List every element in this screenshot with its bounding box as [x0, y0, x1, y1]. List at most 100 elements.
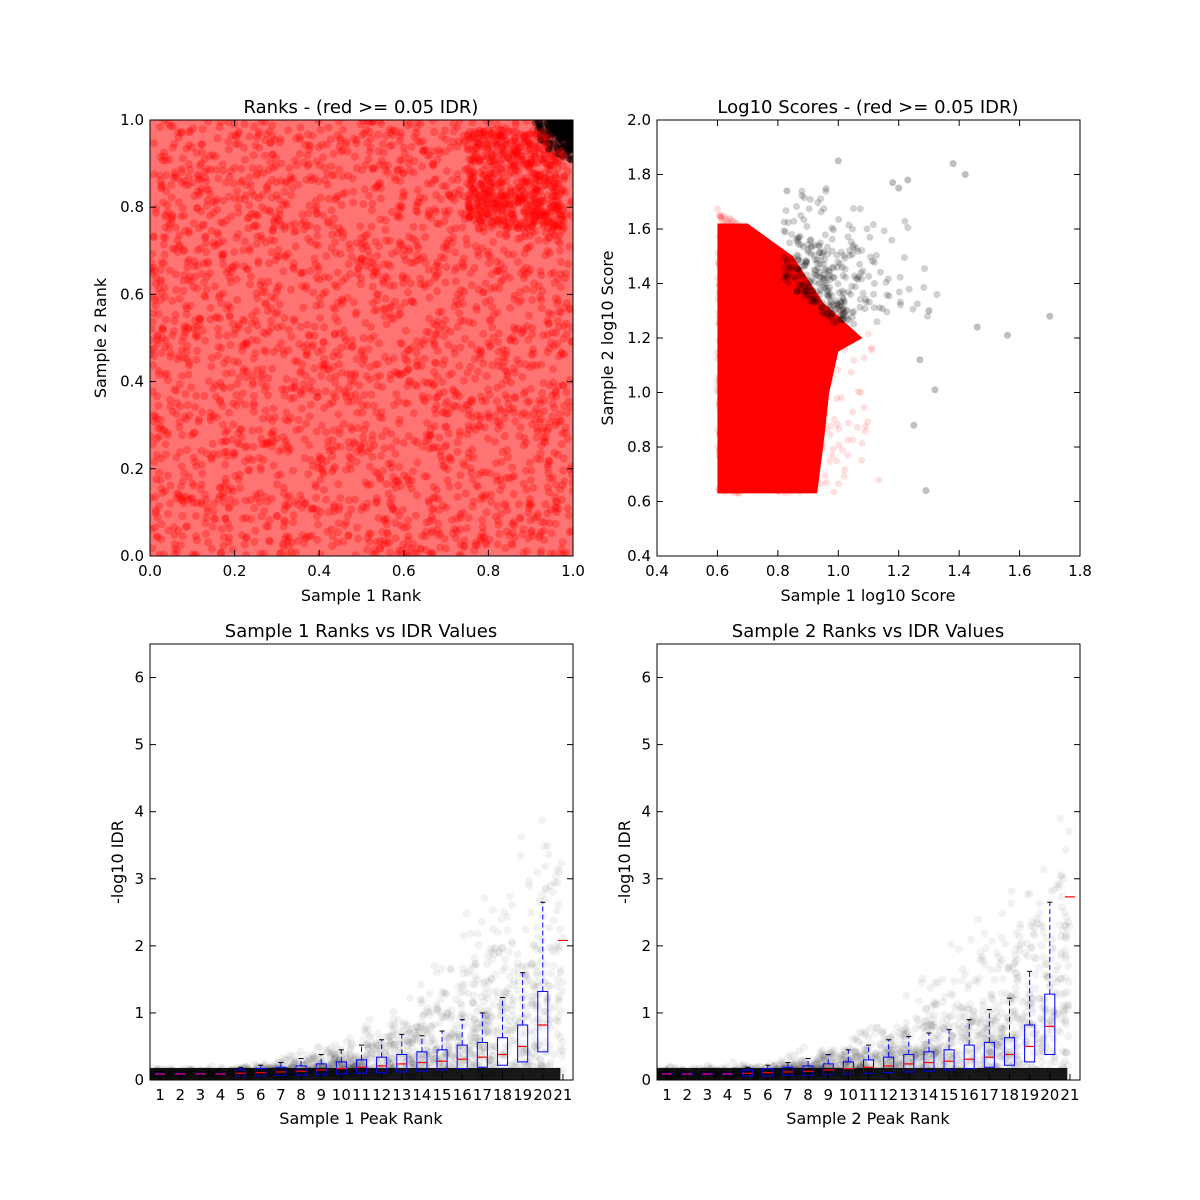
pass-point [295, 132, 304, 141]
pass-point [717, 416, 725, 424]
pass-point [358, 244, 367, 253]
pass-point [465, 135, 474, 144]
fail-point [812, 272, 820, 280]
pass-point [481, 279, 490, 288]
pass-point [747, 386, 755, 394]
pass-point [837, 307, 845, 315]
fail-point [820, 248, 828, 256]
fail-point [798, 287, 806, 295]
pass-point [227, 212, 236, 221]
pass-point [735, 483, 743, 491]
pass-point [245, 280, 254, 289]
pass-point [544, 320, 553, 329]
pass-point [491, 411, 500, 420]
fail-point [824, 274, 832, 282]
pass-point [158, 323, 167, 332]
fail-point [856, 295, 864, 303]
pass-point [747, 393, 755, 401]
pass-point [718, 326, 726, 334]
pass-point [182, 347, 191, 356]
pass-point [749, 394, 757, 402]
pass-point [498, 176, 507, 185]
pass-point [521, 466, 530, 475]
pass-point [441, 422, 450, 431]
pass-point [485, 180, 494, 189]
pass-point [194, 172, 203, 181]
pass-point [783, 294, 791, 302]
pass-point [226, 341, 235, 350]
pass-point [504, 128, 513, 137]
pass-point [330, 462, 339, 471]
pass-point [177, 128, 186, 137]
pass-point [768, 368, 776, 376]
pass-point [364, 155, 373, 164]
fail-point [827, 303, 835, 311]
pass-point [284, 325, 293, 334]
pass-point [736, 394, 744, 402]
pass-point [493, 217, 502, 226]
pass-point [363, 138, 372, 147]
pass-point [728, 390, 736, 398]
pass-point [744, 234, 752, 242]
pass-point [469, 497, 478, 506]
pass-point [399, 187, 408, 196]
pass-point [163, 200, 172, 209]
pass-point [808, 376, 816, 384]
pass-point [744, 337, 752, 345]
pass-point [469, 423, 478, 432]
pass-point [433, 287, 442, 296]
pass-point [319, 338, 328, 347]
pass-point [453, 402, 462, 411]
pass-point [740, 467, 748, 475]
pass-point [193, 332, 202, 341]
pass-point [176, 402, 185, 411]
pass-point [527, 207, 536, 216]
pass-point [433, 443, 442, 452]
pass-point [801, 330, 809, 338]
pass-point [198, 469, 207, 478]
fail-point [535, 120, 544, 127]
pass-point [428, 515, 437, 524]
pass-point [808, 372, 816, 380]
pass-point [792, 277, 800, 285]
pass-point [488, 198, 497, 207]
pass-point [410, 436, 419, 445]
pass-point [767, 298, 775, 306]
pass-point [313, 209, 322, 218]
pass-point [753, 257, 761, 265]
pass-point [246, 181, 255, 190]
pass-point [305, 221, 314, 230]
pass-point [528, 531, 537, 540]
pass-point [541, 228, 550, 237]
fail-point [819, 274, 827, 282]
pass-point [303, 162, 312, 171]
pass-point [551, 158, 560, 167]
pass-point [240, 364, 249, 373]
pass-point [377, 408, 386, 417]
fail-point [878, 305, 886, 313]
pass-point [781, 307, 789, 315]
pass-point [405, 346, 414, 355]
pass-point [474, 139, 483, 148]
pass-point [475, 349, 484, 358]
pass-point [568, 338, 573, 347]
pass-point [753, 333, 761, 341]
pass-point [512, 197, 521, 206]
pass-point [829, 356, 837, 364]
pass-point [440, 253, 449, 262]
fail-point [816, 260, 824, 268]
pass-point [722, 240, 730, 248]
pass-point [378, 414, 387, 423]
pass-point [304, 234, 313, 243]
fail-point [540, 128, 548, 136]
fail-point [852, 244, 860, 252]
pass-point [305, 412, 314, 421]
fail-point [806, 195, 814, 203]
pass-point [207, 353, 216, 362]
pass-point [152, 204, 161, 213]
pass-point [830, 415, 838, 423]
pass-point [344, 496, 353, 505]
pass-point [467, 178, 476, 187]
pass-point [424, 206, 433, 215]
pass-point [504, 223, 513, 232]
